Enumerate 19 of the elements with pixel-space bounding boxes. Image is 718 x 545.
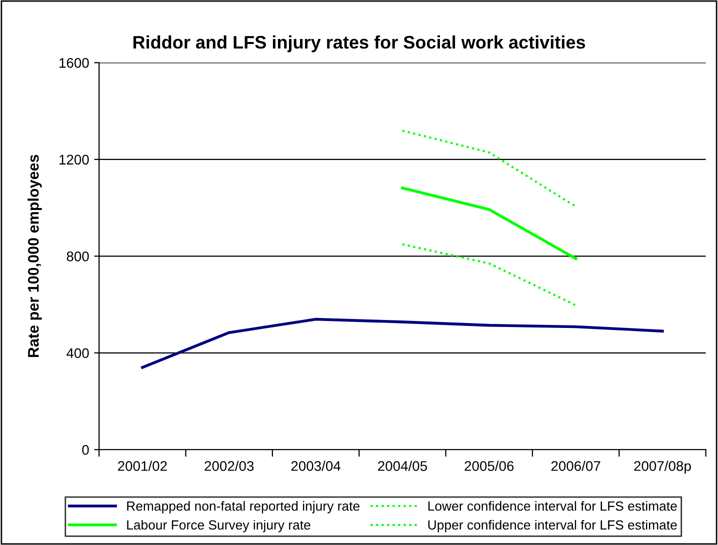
y-tick-label: 400	[66, 348, 89, 358]
y-tick-label: 0	[82, 444, 89, 455]
x-tick-label: 2003/04	[291, 460, 340, 471]
y-axis-title: Rate per 100,000 employees	[28, 154, 42, 358]
y-tick-label: 800	[66, 251, 89, 262]
x-tick-label: 2006/07	[551, 460, 600, 471]
legend-label: Lower confidence interval for LFS estimate	[428, 501, 677, 511]
x-tick-label: 2005/06	[464, 460, 514, 471]
chart-title: Riddor and LFS injury rates for Social work activities	[133, 35, 586, 52]
x-tick-label: 2007/08p	[634, 460, 691, 474]
legend-label: Upper confidence interval for LFS estimate	[428, 520, 677, 532]
x-tick-label: 2001/02	[118, 460, 167, 471]
line-series	[141, 318, 664, 369]
y-tick-label: 1200	[60, 154, 89, 165]
x-tick-label: 2002/03	[204, 460, 254, 471]
legend-label: Labour Force Survey injury rate	[127, 520, 310, 532]
x-tick-label: 2004/05	[378, 460, 427, 471]
legend-label: Remapped non-fatal reported injury rate	[127, 501, 360, 514]
y-tick-label: 1600	[60, 58, 89, 68]
